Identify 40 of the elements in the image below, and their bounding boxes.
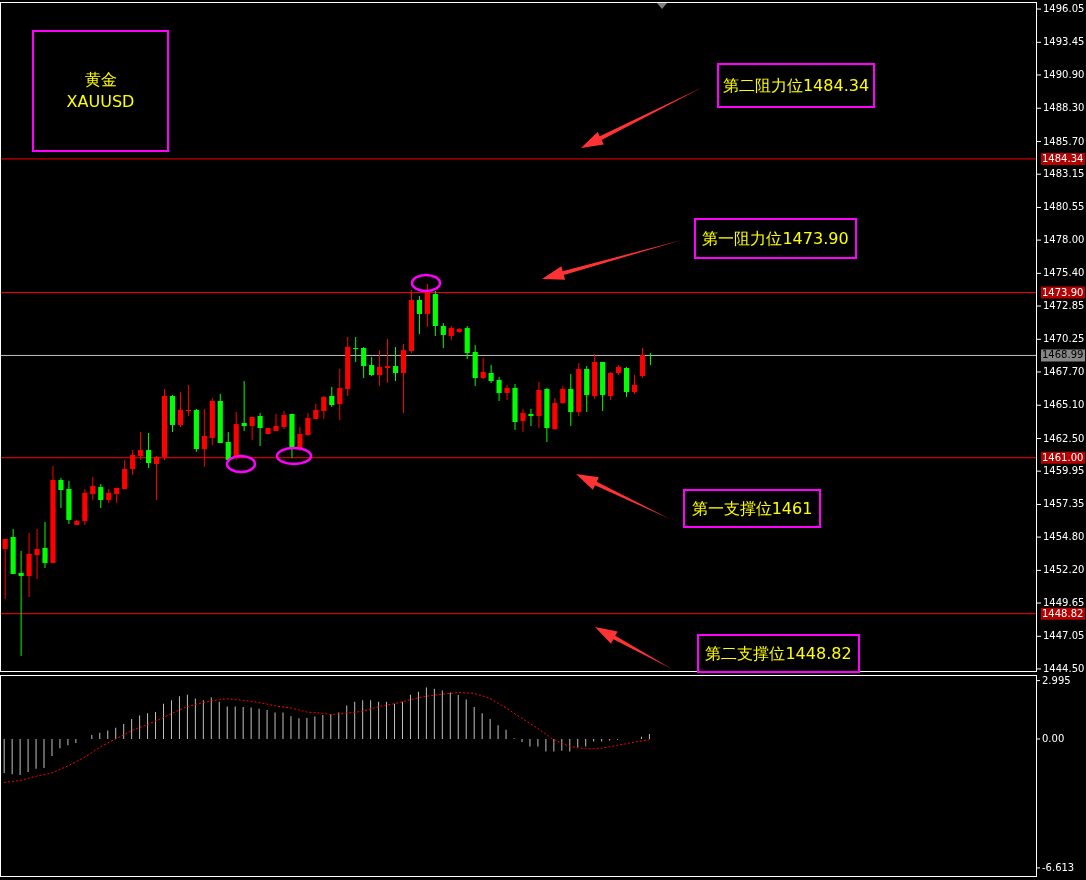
text-box: 第一支撑位1461 xyxy=(683,489,821,528)
y-tick-label: 1475.40 xyxy=(1043,267,1085,279)
y-tick-label: 1459.95 xyxy=(1043,465,1085,477)
annotation: 第一阻力位1473.90 xyxy=(702,227,849,250)
annotation: 第一支撑位1461 xyxy=(691,497,813,520)
y-tick-label: 0.00 xyxy=(1042,732,1065,744)
y-tick-label: 1478.00 xyxy=(1043,234,1085,246)
y-tick-label: 1490.90 xyxy=(1043,68,1085,80)
y-tick-label: 1465.10 xyxy=(1043,399,1085,411)
y-tick-label: 1493.45 xyxy=(1043,36,1085,48)
y-tick-label: 1470.25 xyxy=(1043,333,1085,345)
y-tick-label: 1447.05 xyxy=(1043,630,1085,642)
y-tick-label: 1449.65 xyxy=(1043,597,1085,609)
ref-line-label: 1448.82 xyxy=(1042,607,1084,619)
y-tick-label: 1467.70 xyxy=(1043,365,1085,377)
y-tick-label: 1444.50 xyxy=(1043,662,1085,674)
y-tick-label: 1452.20 xyxy=(1043,564,1085,576)
annotation: 第二支撑位1448.82 xyxy=(705,642,852,665)
y-tick-label: 1483.15 xyxy=(1043,168,1085,180)
ref-line-label: 1461.00 xyxy=(1042,451,1084,463)
y-tick-label: -6.613 xyxy=(1042,861,1075,873)
y-tick-label: 1462.50 xyxy=(1043,432,1085,444)
text-box: 黄金 XAUUSD xyxy=(32,30,169,152)
ref-line-label: 1484.34 xyxy=(1042,152,1084,164)
y-tick-label: 1496.05 xyxy=(1043,3,1085,15)
y-tick-label: 2.995 xyxy=(1042,674,1071,686)
y-tick-label: 1472.85 xyxy=(1043,300,1085,312)
y-tick-label: 1480.55 xyxy=(1043,201,1085,213)
text-box: 第一阻力位1473.90 xyxy=(694,218,857,259)
y-tick-label: 1454.80 xyxy=(1043,531,1085,543)
y-tick-label: 1485.70 xyxy=(1043,135,1085,147)
annotation: 黄金 xyxy=(84,69,117,91)
annotation: 第二阻力位1484.34 xyxy=(722,74,870,97)
text-box: 第二支撑位1448.82 xyxy=(697,634,860,673)
y-tick-label: 1457.35 xyxy=(1043,498,1085,510)
text-box: 第二阻力位1484.34 xyxy=(717,63,875,108)
y-tick-label: 1488.30 xyxy=(1043,102,1085,114)
ref-line-label: 1468.99 xyxy=(1042,349,1084,361)
annotation: XAUUSD xyxy=(66,91,135,113)
ref-line-label: 1473.90 xyxy=(1042,286,1084,298)
